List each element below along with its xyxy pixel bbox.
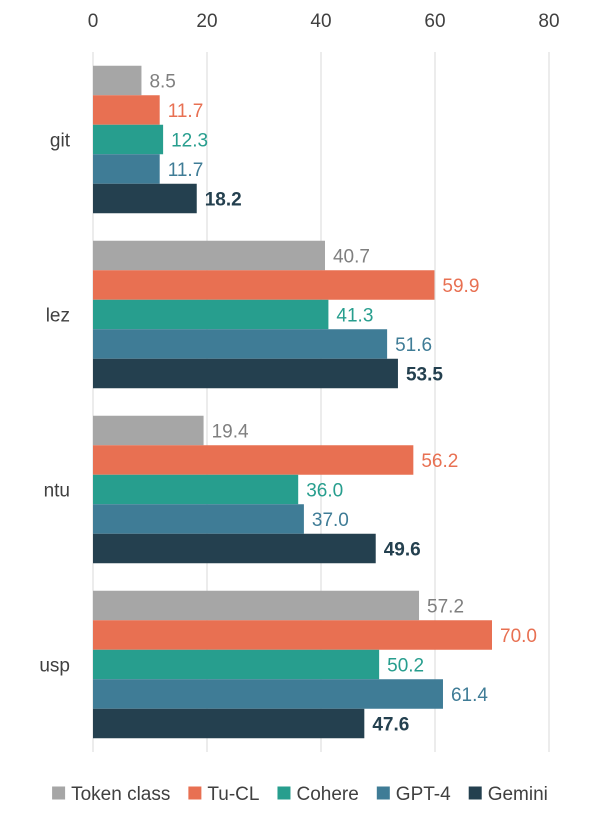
legend-label-token-class: Token class bbox=[71, 784, 170, 805]
data-label-lez-cohere: 41.3 bbox=[336, 306, 373, 327]
bar-usp-gpt-4 bbox=[93, 679, 443, 709]
legend-label-gpt-4: GPT-4 bbox=[396, 784, 451, 805]
bar-git-gemini bbox=[93, 183, 197, 214]
tick-label-20: 20 bbox=[196, 11, 217, 32]
bar-usp-token-class bbox=[93, 590, 420, 621]
category-label-lez: lez bbox=[46, 306, 70, 327]
data-label-lez-gemini: 53.5 bbox=[406, 365, 443, 386]
data-label-usp-gemini: 47.6 bbox=[372, 715, 409, 736]
bars bbox=[93, 65, 492, 739]
data-label-git-token-class: 8.5 bbox=[149, 72, 175, 93]
legend-label-tu-cl: Tu-CL bbox=[207, 784, 259, 805]
bar-ntu-tu-cl bbox=[93, 445, 414, 475]
data-label-git-gemini: 18.2 bbox=[205, 190, 242, 211]
legend-swatch-cohere bbox=[277, 786, 291, 800]
category-label-git: git bbox=[50, 131, 71, 152]
data-label-git-cohere: 12.3 bbox=[171, 131, 208, 152]
category-label-ntu: ntu bbox=[44, 481, 70, 502]
bar-usp-cohere bbox=[93, 649, 380, 680]
bar-lez-gpt-4 bbox=[93, 329, 388, 359]
legend-swatch-gemini bbox=[468, 786, 482, 800]
bar-usp-gemini bbox=[93, 708, 365, 739]
data-label-usp-token-class: 57.2 bbox=[427, 597, 464, 618]
data-label-git-gpt-4: 11.7 bbox=[168, 160, 204, 181]
bar-ntu-cohere bbox=[93, 474, 299, 505]
legend: Token class Tu-CL Cohere GPT-4 Gemini bbox=[52, 784, 548, 805]
data-label-usp-gpt-4: 61.4 bbox=[451, 685, 488, 706]
x-axis-ticks: 0 20 40 60 80 bbox=[88, 11, 560, 32]
legend-swatch-token-class bbox=[52, 786, 66, 800]
data-label-ntu-gemini: 49.6 bbox=[384, 540, 421, 561]
data-label-usp-cohere: 50.2 bbox=[387, 656, 424, 677]
data-label-ntu-token-class: 19.4 bbox=[212, 422, 249, 443]
legend-label-cohere: Cohere bbox=[296, 784, 358, 805]
data-labels: 8.511.712.311.718.240.759.941.351.653.51… bbox=[149, 72, 537, 736]
bar-lez-cohere bbox=[93, 299, 329, 330]
data-label-lez-tu-cl: 59.9 bbox=[442, 276, 479, 297]
data-label-ntu-gpt-4: 37.0 bbox=[312, 510, 349, 531]
legend-swatch-tu-cl bbox=[188, 786, 202, 800]
data-label-ntu-cohere: 36.0 bbox=[306, 481, 343, 502]
category-label-usp: usp bbox=[39, 656, 70, 677]
data-label-ntu-tu-cl: 56.2 bbox=[421, 451, 458, 472]
bar-lez-gemini bbox=[93, 358, 398, 389]
category-labels: git lez ntu usp bbox=[39, 131, 70, 677]
bar-git-gpt-4 bbox=[93, 154, 160, 184]
legend-label-gemini: Gemini bbox=[488, 784, 548, 805]
bar-lez-token-class bbox=[93, 240, 325, 271]
tick-label-60: 60 bbox=[424, 11, 445, 32]
data-label-lez-token-class: 40.7 bbox=[333, 247, 370, 268]
tick-label-40: 40 bbox=[310, 11, 331, 32]
bar-ntu-gemini bbox=[93, 533, 376, 564]
bar-lez-tu-cl bbox=[93, 270, 435, 300]
bar-git-tu-cl bbox=[93, 95, 160, 125]
bar-git-token-class bbox=[93, 65, 142, 96]
bar-git-cohere bbox=[93, 124, 164, 155]
tick-label-80: 80 bbox=[538, 11, 559, 32]
data-label-lez-gpt-4: 51.6 bbox=[395, 335, 432, 356]
data-label-git-tu-cl: 11.7 bbox=[168, 101, 204, 122]
bar-ntu-gpt-4 bbox=[93, 504, 304, 534]
bar-ntu-token-class bbox=[93, 415, 204, 446]
legend-swatch-gpt-4 bbox=[376, 786, 390, 800]
tick-label-0: 0 bbox=[88, 11, 99, 32]
bar-usp-tu-cl bbox=[93, 620, 492, 650]
data-label-usp-tu-cl: 70.0 bbox=[500, 626, 537, 647]
